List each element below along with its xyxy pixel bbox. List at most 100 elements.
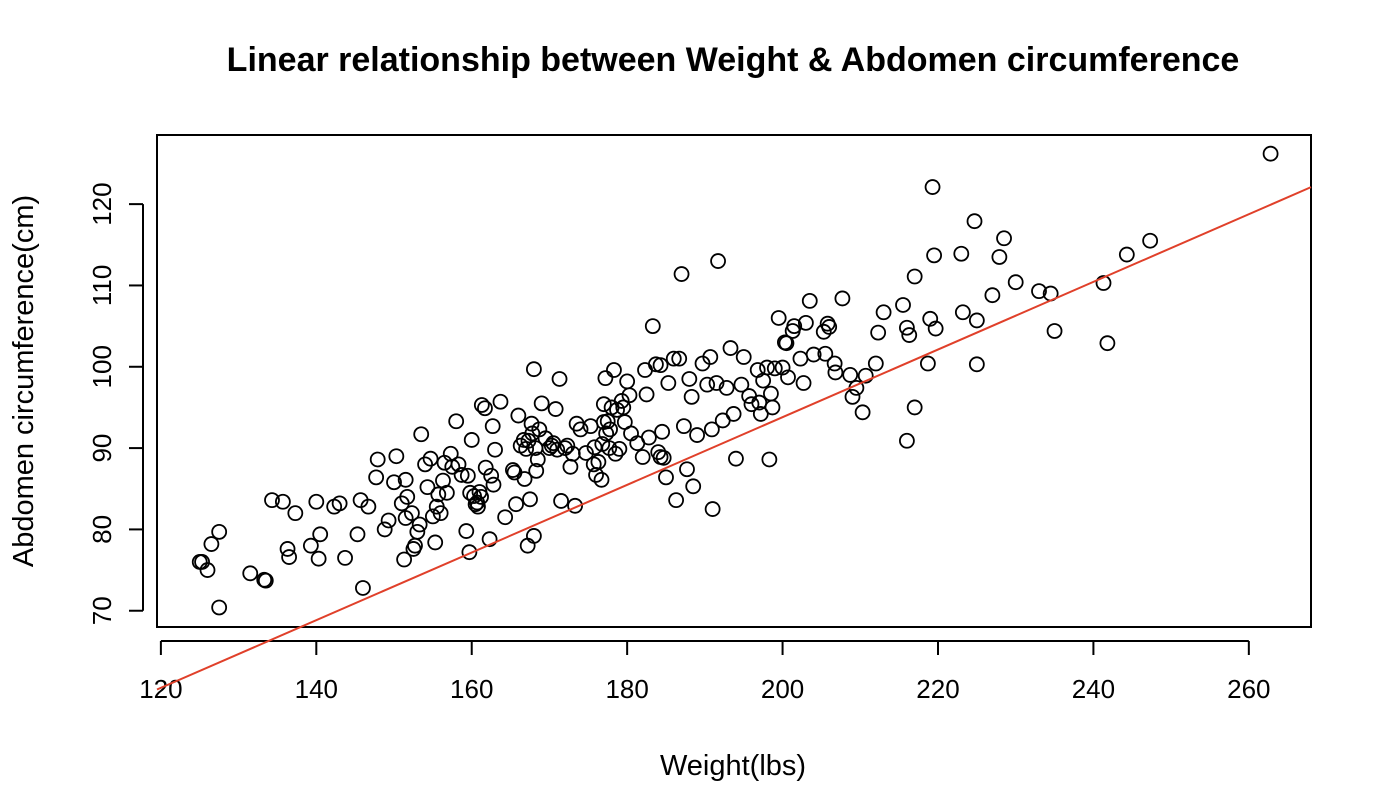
data-point	[801, 292, 818, 309]
data-point	[522, 491, 538, 508]
x-tick-label: 260	[1227, 674, 1270, 704]
data-point	[211, 523, 228, 540]
data-point	[795, 375, 812, 391]
data-point	[459, 467, 476, 484]
data-point	[308, 493, 325, 510]
data-point	[1031, 283, 1047, 300]
data-point	[1099, 335, 1116, 352]
data-point	[525, 361, 542, 378]
data-point	[679, 461, 695, 478]
data-point	[1007, 274, 1024, 291]
data-point	[996, 230, 1012, 247]
data-point	[899, 319, 915, 336]
data-point	[257, 572, 274, 589]
data-point	[211, 599, 228, 616]
data-point	[337, 549, 353, 566]
data-point	[655, 449, 672, 466]
data-point	[432, 505, 449, 522]
data-point	[735, 349, 752, 365]
data-point	[368, 469, 385, 486]
data-point	[602, 421, 618, 438]
data-point	[380, 512, 397, 529]
data-point	[369, 451, 386, 468]
data-point	[516, 471, 533, 487]
data-point	[287, 505, 304, 522]
data-point	[842, 367, 859, 383]
x-tick-label: 140	[295, 674, 338, 704]
data-point	[399, 488, 416, 505]
data-point	[483, 467, 500, 484]
data-point	[485, 476, 502, 493]
data-point	[906, 399, 923, 416]
data-point	[505, 462, 521, 478]
x-tick-label: 180	[605, 674, 648, 704]
data-point	[274, 493, 291, 510]
x-tick-label: 160	[450, 674, 493, 704]
y-axis: 70 80 90 100 110 120	[87, 182, 144, 625]
data-point	[312, 526, 329, 543]
data-point	[710, 253, 726, 269]
data-point	[741, 388, 758, 404]
data-point	[926, 247, 943, 264]
data-point	[870, 324, 887, 341]
x-tick-label: 240	[1072, 674, 1115, 704]
data-point	[792, 350, 809, 367]
data-point	[725, 406, 742, 422]
data-point	[619, 373, 636, 390]
x-tick-label: 220	[916, 674, 959, 704]
data-point	[424, 508, 441, 525]
data-point	[598, 425, 615, 442]
data-point	[621, 387, 638, 404]
y-tick-label: 90	[87, 434, 117, 463]
data-point	[590, 454, 607, 470]
data-point	[1142, 232, 1159, 249]
data-point	[774, 359, 791, 376]
data-point	[549, 441, 566, 458]
data-point	[953, 245, 970, 262]
data-point	[611, 441, 628, 457]
data-point	[906, 268, 923, 285]
data-point	[827, 364, 844, 381]
data-point	[203, 536, 220, 552]
data-point	[817, 345, 834, 362]
data-point	[528, 462, 545, 479]
data-point	[510, 407, 527, 424]
data-point	[422, 450, 439, 467]
data-point	[281, 549, 298, 565]
data-point	[497, 509, 514, 526]
data-point	[875, 304, 892, 321]
data-point	[766, 360, 783, 377]
data-point	[644, 318, 661, 335]
data-point	[279, 541, 296, 557]
data-point	[487, 441, 503, 458]
data-point	[477, 459, 494, 476]
data-point	[533, 395, 550, 412]
data-point	[403, 505, 420, 522]
data-point	[895, 297, 911, 313]
data-point	[331, 495, 348, 512]
data-point	[481, 531, 498, 548]
data-point	[1046, 323, 1063, 339]
data-point	[419, 479, 436, 496]
data-point	[199, 562, 216, 578]
data-point	[728, 450, 744, 467]
data-point	[541, 440, 558, 456]
data-point	[966, 213, 983, 230]
data-point	[194, 554, 210, 570]
regression-line	[156, 186, 1312, 691]
data-point	[764, 399, 781, 416]
data-point	[562, 458, 579, 475]
data-point	[567, 497, 583, 514]
data-point	[547, 401, 564, 417]
data-point	[409, 523, 426, 540]
data-point	[634, 449, 651, 465]
data-point	[718, 380, 735, 396]
data-point	[473, 488, 489, 505]
data-point	[310, 550, 327, 567]
data-point	[665, 350, 682, 367]
y-tick-label: 110	[87, 265, 117, 306]
data-point	[559, 437, 576, 454]
data-point	[991, 249, 1008, 265]
data-points	[191, 145, 1279, 616]
